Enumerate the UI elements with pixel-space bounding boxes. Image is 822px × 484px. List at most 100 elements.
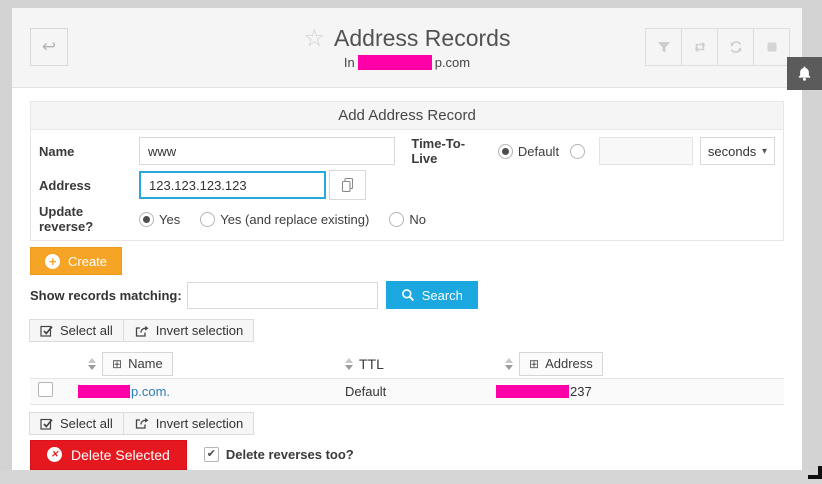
plus-box-icon: ⊞ <box>112 356 123 371</box>
search-button[interactable]: Search <box>385 281 478 309</box>
sort-ttl-icon[interactable] <box>345 357 353 370</box>
select-all-button[interactable]: Select all <box>29 411 124 435</box>
card-title: Add Address Record <box>31 102 783 130</box>
radio-icon[interactable] <box>200 211 216 227</box>
reverse-yes-label: Yes <box>159 211 181 227</box>
sort-address-icon[interactable] <box>505 357 513 370</box>
x-circle-icon: ✕ <box>47 447 62 462</box>
bell-icon <box>798 66 811 81</box>
name-column-button[interactable]: ⊞ Name <box>102 351 173 376</box>
radio-icon[interactable] <box>389 211 405 227</box>
redaction-bar <box>78 384 130 398</box>
invert-selection-button[interactable]: Invert selection <box>122 411 255 435</box>
redaction-bar <box>496 384 569 398</box>
update-reverse-label: Update reverse? <box>39 204 94 234</box>
subtitle-prefix: In <box>343 55 355 70</box>
refresh-button[interactable] <box>717 28 754 66</box>
bottom-bar <box>0 470 822 484</box>
name-ttl-row: Name Time-To-Live Default seconds ▾ <box>39 136 775 166</box>
search-row: Show records matching: Search <box>30 281 784 309</box>
search-icon <box>401 289 414 302</box>
reverse-option-yes[interactable]: Yes <box>139 211 181 227</box>
title-block: ☆ Address Records In p.com <box>12 25 802 70</box>
share-arrow-icon <box>135 417 149 429</box>
paste-address-button[interactable] <box>329 170 366 200</box>
delete-selected-button[interactable]: ✕ Delete Selected <box>30 439 187 470</box>
notifications-tab[interactable] <box>787 57 822 90</box>
ttl-unit-value: seconds <box>707 143 757 159</box>
create-button-label: Create <box>68 253 108 269</box>
address-row: Address <box>39 170 775 200</box>
ttl-custom-input[interactable] <box>598 137 693 165</box>
create-button[interactable]: + Create <box>30 247 123 275</box>
check-square-icon <box>40 325 53 337</box>
address-column-label: Address <box>545 356 593 372</box>
records-table: ⊞ Name TTL <box>30 350 784 405</box>
selection-controls-bottom: Select all Invert selection <box>29 411 784 435</box>
content-panel: ↩ ☆ Address Records In p.com <box>12 8 802 470</box>
check-square-icon <box>40 418 53 430</box>
record-name-link[interactable]: p.com. <box>131 383 171 399</box>
record-address: 237 <box>570 383 592 399</box>
corner-mark <box>808 466 822 479</box>
search-label: Show records matching: <box>30 287 182 303</box>
page-header: ↩ ☆ Address Records In p.com <box>12 8 802 88</box>
name-input[interactable] <box>139 137 396 165</box>
delete-row: ✕ Delete Selected ✔ Delete reverses too? <box>30 439 784 470</box>
repeat-button[interactable] <box>681 28 718 66</box>
page-title: Address Records <box>334 25 511 51</box>
search-button-label: Search <box>421 287 463 303</box>
ttl-unit-select[interactable]: seconds ▾ <box>699 137 775 165</box>
copy-icon <box>341 177 354 193</box>
ttl-default-option[interactable]: Default <box>497 143 560 159</box>
ttl-custom-radio[interactable] <box>569 143 585 159</box>
chevron-down-icon: ▾ <box>761 145 767 157</box>
sort-name-icon[interactable] <box>88 357 96 370</box>
refresh-icon <box>730 41 741 53</box>
ttl-label: Time-To-Live <box>411 136 466 166</box>
address-input[interactable] <box>139 171 326 199</box>
radio-selected-icon[interactable] <box>497 143 513 159</box>
name-column-label: Name <box>128 356 163 372</box>
name-label: Name <box>39 143 75 159</box>
address-column-button[interactable]: ⊞ Address <box>519 351 603 376</box>
record-ttl: Default <box>345 383 387 399</box>
header-toolbar <box>645 28 790 66</box>
selection-controls-top: Select all Invert selection <box>29 319 784 342</box>
plus-circle-icon: + <box>45 253 60 269</box>
update-reverse-row: Update reverse? Yes Yes (and replace exi… <box>39 204 775 234</box>
search-input[interactable] <box>186 281 378 309</box>
add-record-card: Add Address Record Name Time-To-Live Def… <box>30 101 784 241</box>
table-row: p.com. Default 237 <box>30 378 784 404</box>
select-all-button[interactable]: Select all <box>29 319 124 342</box>
invert-selection-button[interactable]: Invert selection <box>122 319 255 342</box>
favorite-star-icon[interactable]: ☆ <box>303 24 326 52</box>
back-arrow-icon: ↩ <box>41 37 57 56</box>
ttl-column-label: TTL <box>359 355 384 372</box>
invert-selection-label: Invert selection <box>155 415 244 431</box>
stop-button[interactable] <box>753 28 790 66</box>
select-all-label: Select all <box>60 415 113 431</box>
filter-icon <box>657 41 670 52</box>
delete-reverses-label: Delete reverses too? <box>225 447 354 462</box>
plus-box-icon: ⊞ <box>529 356 540 371</box>
table-header-row: ⊞ Name TTL <box>30 350 784 378</box>
repeat-icon <box>694 41 705 53</box>
row-checkbox[interactable] <box>38 382 53 397</box>
reverse-option-replace[interactable]: Yes (and replace existing) <box>200 211 370 227</box>
back-button[interactable]: ↩ <box>30 28 68 66</box>
subtitle-domain: p.com <box>434 55 471 70</box>
delete-button-label: Delete Selected <box>71 446 170 463</box>
reverse-option-no[interactable]: No <box>389 211 426 227</box>
stop-icon <box>767 42 776 52</box>
ttl-default-label: Default <box>517 143 560 159</box>
select-all-label: Select all <box>60 323 113 338</box>
reverse-no-label: No <box>409 211 426 227</box>
reverse-replace-label: Yes (and replace existing) <box>220 211 370 227</box>
redaction-bar <box>357 55 432 70</box>
filter-button[interactable] <box>645 28 682 66</box>
page-subtitle: In p.com <box>12 55 802 70</box>
radio-selected-icon[interactable] <box>139 211 154 227</box>
share-arrow-icon <box>135 325 149 337</box>
delete-reverses-checkbox[interactable]: ✔ <box>203 447 219 462</box>
